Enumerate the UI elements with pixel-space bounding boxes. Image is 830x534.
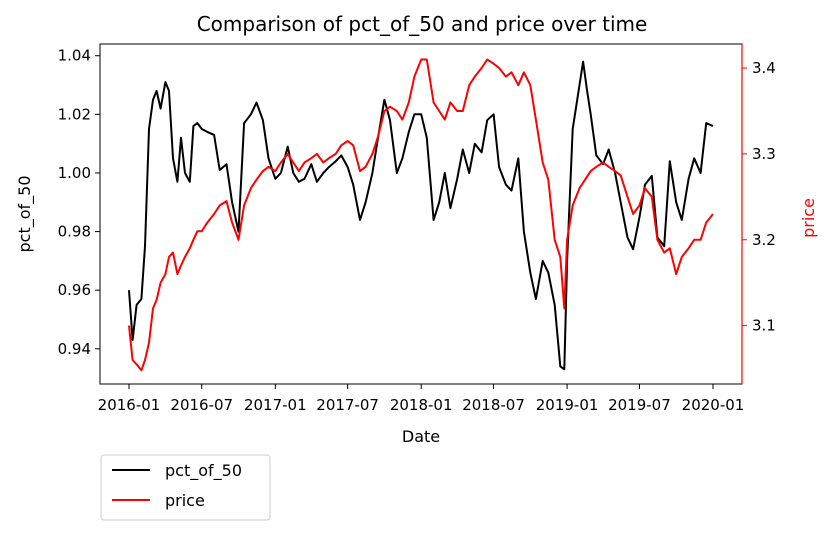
x-axis: 2016-01 2016-07 2017-01 2017-07 2018-01 2018-… <box>98 384 745 414</box>
x-tick-label-2018-01: 2018-01 <box>390 396 453 414</box>
right-y-tick-label-3-4: 3.4 <box>752 59 776 77</box>
legend: pct_of_50 price <box>100 454 271 521</box>
legend-label-price: price <box>165 491 205 510</box>
left-y-tick-label-0-98: 0.98 <box>58 223 91 241</box>
legend-box <box>100 454 271 521</box>
right-y-axis-label: price <box>799 198 818 238</box>
left-y-axis-label: pct_of_50 <box>15 175 35 252</box>
x-tick-label-2016-07: 2016-07 <box>170 396 233 414</box>
left-y-tick-label-0-96: 0.96 <box>58 281 91 299</box>
x-axis-label: Date <box>402 427 440 446</box>
right-y-tick-label-3-3: 3.3 <box>752 145 776 163</box>
x-tick-label-2017-07: 2017-07 <box>316 396 379 414</box>
left-y-axis: 0.94 0.96 0.98 1.00 1.02 1.04 <box>58 47 100 358</box>
x-tick-label-2020-01: 2020-01 <box>682 396 745 414</box>
right-y-axis: 3.1 3.2 3.3 3.4 <box>742 59 776 335</box>
plot-lines <box>128 58 714 372</box>
plot-frame <box>99 43 743 385</box>
x-tick-label-2017-01: 2017-01 <box>244 396 307 414</box>
x-tick-label-2016-01: 2016-01 <box>98 396 161 414</box>
left-y-tick-label-1-02: 1.02 <box>58 105 91 123</box>
x-tick-label-2018-07: 2018-07 <box>462 396 525 414</box>
x-tick-label-2019-01: 2019-01 <box>536 396 599 414</box>
left-y-tick-label-1-00: 1.00 <box>58 164 91 182</box>
chart-title: Comparison of pct_of_50 and price over t… <box>197 12 648 36</box>
series-line-price <box>128 58 714 372</box>
x-tick-label-2019-07: 2019-07 <box>608 396 671 414</box>
series-line-pct-of-50 <box>128 60 714 371</box>
right-y-tick-label-3-1: 3.1 <box>752 317 776 335</box>
right-y-tick-label-3-2: 3.2 <box>752 231 776 249</box>
left-y-tick-label-0-94: 0.94 <box>58 340 91 358</box>
legend-label-pct-of-50: pct_of_50 <box>165 461 242 481</box>
left-y-tick-label-1-04: 1.04 <box>58 47 91 65</box>
